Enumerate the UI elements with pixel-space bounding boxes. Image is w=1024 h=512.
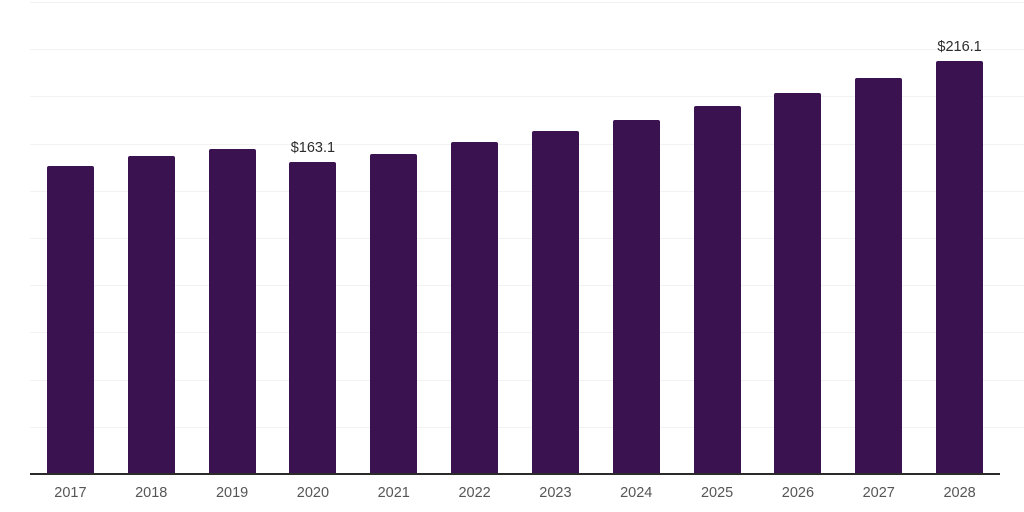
bars-layer: $163.1 $216.1 bbox=[46, 0, 984, 474]
bar-2027[interactable] bbox=[855, 77, 903, 474]
x-tick-label-2024: 2024 bbox=[620, 485, 653, 501]
bar-slot bbox=[370, 0, 418, 474]
bar-2021[interactable] bbox=[370, 154, 418, 474]
x-tick-label-2028: 2028 bbox=[943, 485, 976, 501]
bar-2024[interactable] bbox=[612, 120, 660, 474]
x-tick-label-2026: 2026 bbox=[781, 485, 815, 501]
bar-2020[interactable] bbox=[289, 162, 337, 474]
bar-slot bbox=[774, 0, 822, 474]
bar-2026[interactable] bbox=[774, 93, 822, 474]
bar-2022[interactable] bbox=[451, 141, 499, 474]
bar-slot bbox=[855, 0, 903, 474]
x-tick-label-2020: 2020 bbox=[296, 485, 330, 501]
bar-value-label-2028: $216.1 bbox=[937, 38, 982, 55]
bar-2023[interactable] bbox=[531, 131, 579, 474]
x-axis-tick-labels: 2017 2018 2019 2020 2021 2022 2023 2024 2025 2026… bbox=[0, 474, 1024, 512]
x-tick-label-2018: 2018 bbox=[135, 485, 168, 501]
bar-value-label-2020: $163.1 bbox=[290, 140, 336, 157]
bar-2018[interactable] bbox=[127, 156, 175, 474]
bar-slot: $216.1 bbox=[936, 0, 984, 474]
bar-slot bbox=[531, 0, 579, 474]
bar-2028[interactable] bbox=[936, 60, 984, 474]
bar-2025[interactable] bbox=[693, 105, 741, 474]
x-tick-label-2023: 2023 bbox=[539, 485, 572, 501]
x-tick-label-2017: 2017 bbox=[54, 485, 87, 501]
bar-2019[interactable] bbox=[208, 149, 256, 474]
bar-2017[interactable] bbox=[46, 165, 94, 474]
bar-slot bbox=[208, 0, 256, 474]
bar-slot: $163.1 bbox=[289, 0, 337, 474]
x-tick-label-2021: 2021 bbox=[377, 485, 410, 501]
bar-slot bbox=[127, 0, 175, 474]
x-tick-label-2025: 2025 bbox=[700, 485, 734, 501]
x-tick-label-2027: 2027 bbox=[862, 485, 895, 501]
x-axis-line bbox=[30, 473, 1000, 475]
bar-slot bbox=[451, 0, 499, 474]
x-tick-label-2019: 2019 bbox=[215, 485, 249, 501]
bar-slot bbox=[612, 0, 660, 474]
bar-slot bbox=[693, 0, 741, 474]
bar-slot bbox=[46, 0, 94, 474]
x-tick-label-2022: 2022 bbox=[458, 485, 491, 501]
